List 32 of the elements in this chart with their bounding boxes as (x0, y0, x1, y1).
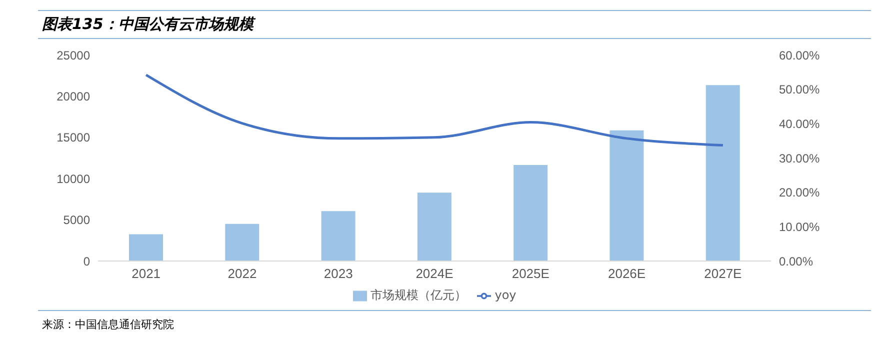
y-tick-label: 15000 (56, 130, 90, 145)
y2-tick-label: 50.00% (779, 82, 820, 97)
x-tick-label: 2026E (608, 266, 646, 282)
y-tick-label: 10000 (56, 172, 90, 186)
x-tick-label: 2025E (512, 266, 550, 282)
legend-label: 市场规模（亿元） (370, 288, 467, 302)
x-tick-label: 2027E (704, 266, 742, 282)
source-note: 来源：中国信息通信研究院 (42, 317, 175, 332)
bar (417, 192, 452, 261)
x-tick-label: 2024E (416, 266, 454, 282)
y-tick-label: 0 (83, 254, 90, 268)
bar (610, 130, 644, 261)
x-tick-label: 2023 (324, 266, 353, 282)
y2-tick-label: 0.00% (779, 254, 814, 268)
x-tick-label: 2022 (228, 266, 257, 282)
y-tick-label: 25000 (56, 48, 90, 62)
y2-tick-label: 10.00% (779, 220, 820, 234)
chart-title: 图表135：中国公有云市场规模 (38, 10, 871, 39)
y2-tick-label: 60.00% (779, 48, 820, 62)
x-tick-label: 2021 (132, 266, 161, 282)
y-tick-label: 20000 (56, 89, 90, 104)
legend-label: yoy (494, 288, 516, 302)
bar (225, 224, 260, 261)
bar (321, 211, 356, 261)
line-series (144, 74, 724, 147)
y2-tick-label: 30.00% (779, 151, 820, 166)
y2-tick-label: 20.00% (779, 186, 820, 200)
bar (706, 85, 740, 261)
y-tick-label: 5000 (63, 213, 90, 228)
bar (129, 234, 163, 261)
y2-tick-label: 40.00% (779, 116, 820, 131)
bar (514, 165, 548, 261)
